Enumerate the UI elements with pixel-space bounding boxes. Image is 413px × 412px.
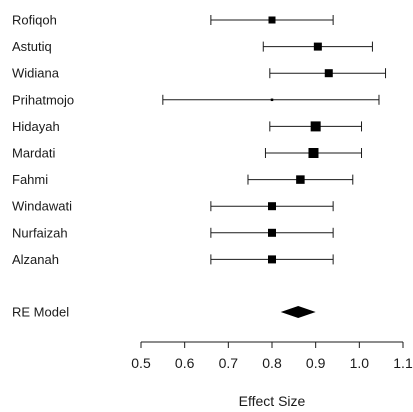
- summary-diamond: [280, 306, 316, 318]
- summary-row: RE Model: [12, 305, 316, 320]
- point-estimate: [268, 228, 276, 237]
- study-label: Rofiqoh: [12, 13, 57, 28]
- study-marks: [162, 15, 387, 265]
- study-label: Windawati: [12, 199, 72, 214]
- tick-label: 0.7: [219, 355, 239, 371]
- tick-label: 0.6: [175, 355, 195, 371]
- study-label: Widiana: [12, 66, 60, 81]
- tick-label: 1.1: [393, 355, 413, 371]
- study-label: Astutiq: [12, 39, 52, 54]
- tick-label: 0.5: [131, 355, 151, 371]
- x-axis: 0.5 0.6 0.7 0.8 0.9 1.0 1.1: [131, 341, 413, 371]
- x-axis-title: Effect Size: [239, 393, 306, 409]
- point-estimate: [310, 121, 321, 132]
- point-estimate: [308, 148, 319, 158]
- summary-label: RE Model: [12, 305, 69, 320]
- tick-label: 1.0: [350, 355, 370, 371]
- study-label: Mardati: [12, 146, 55, 161]
- tick-label: 0.8: [262, 355, 282, 371]
- study-label: Prihatmojo: [12, 92, 74, 107]
- study-labels: Rofiqoh Astutiq Widiana Prihatmojo Hidayah Ma…: [12, 13, 74, 267]
- study-label: Hidayah: [12, 119, 60, 134]
- study-label: Nurfaizah: [12, 225, 68, 240]
- point-estimate: [324, 69, 333, 78]
- point-estimate: [313, 42, 322, 51]
- point-estimate: [268, 16, 276, 24]
- point-estimate: [270, 98, 274, 102]
- study-label: Alzanah: [12, 252, 59, 267]
- study-label: Fahmi: [12, 172, 48, 187]
- point-estimate: [296, 175, 305, 184]
- tick-label: 0.9: [306, 355, 326, 371]
- point-estimate: [268, 202, 276, 211]
- point-estimate: [268, 255, 276, 264]
